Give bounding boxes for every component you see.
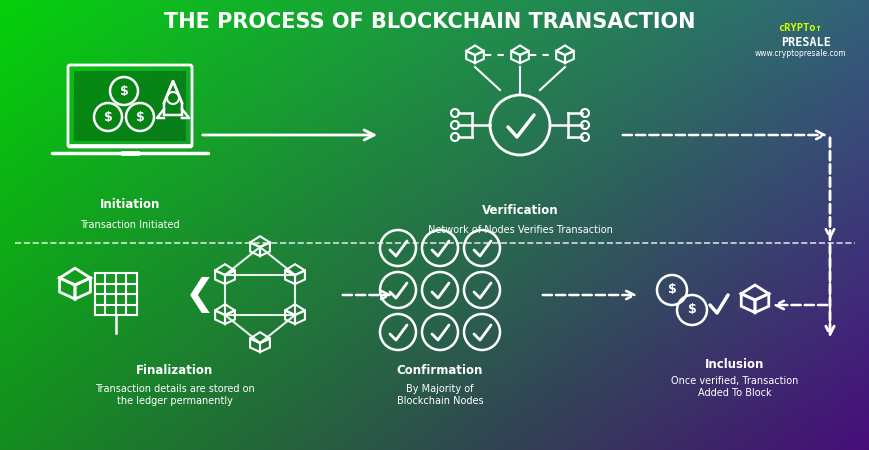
- Text: Initiation: Initiation: [100, 198, 160, 211]
- Text: $: $: [120, 85, 129, 98]
- FancyBboxPatch shape: [74, 71, 186, 141]
- Text: PRESALE: PRESALE: [780, 36, 830, 49]
- Text: Confirmation: Confirmation: [396, 364, 482, 377]
- Text: By Majority of
Blockchain Nodes: By Majority of Blockchain Nodes: [396, 384, 483, 406]
- Text: $: $: [103, 111, 112, 123]
- Text: Network of Nodes Verifies Transaction: Network of Nodes Verifies Transaction: [427, 225, 612, 235]
- Text: Finalization: Finalization: [136, 364, 214, 377]
- Text: Transaction Initiated: Transaction Initiated: [80, 220, 180, 230]
- Text: ❮: ❮: [184, 277, 215, 313]
- Text: Verification: Verification: [481, 203, 558, 216]
- Text: $: $: [687, 303, 695, 316]
- Text: THE PROCESS OF BLOCKCHAIN TRANSACTION: THE PROCESS OF BLOCKCHAIN TRANSACTION: [164, 12, 695, 32]
- Text: Transaction details are stored on
the ledger permanently: Transaction details are stored on the le…: [95, 384, 255, 406]
- Text: cRYPTo↑: cRYPTo↑: [777, 23, 821, 33]
- Text: $: $: [667, 284, 675, 297]
- Text: Once verified, Transaction
Added To Block: Once verified, Transaction Added To Bloc…: [671, 376, 798, 398]
- Text: www.cryptopresale.com: www.cryptopresale.com: [753, 50, 845, 58]
- Text: $: $: [136, 111, 144, 123]
- Text: Inclusion: Inclusion: [705, 359, 764, 372]
